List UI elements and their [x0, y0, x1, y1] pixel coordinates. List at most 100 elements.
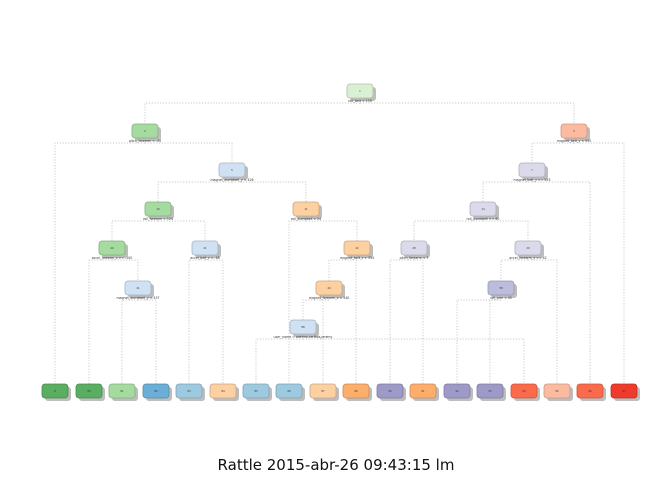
node-box — [576, 383, 604, 399]
node-box — [514, 240, 542, 256]
leaf-node-l9: 87 — [309, 383, 339, 401]
node-label: 41 — [136, 286, 140, 290]
split-node-n7: 11 roll_dumbbell < 24 — [291, 201, 322, 221]
split-rule-label: magnet_dumbbell_y < 437 — [116, 296, 159, 300]
node-box — [543, 383, 571, 399]
node-label: 86 — [287, 389, 291, 393]
node-box — [400, 240, 428, 256]
split-rule-label: user_name = adelmo,carlitos,jeremy — [274, 335, 333, 339]
tree-edge-n17-l7 — [255, 338, 303, 384]
split-rule-label: roll_dumbbell < 24 — [291, 217, 321, 221]
tree-edge-n7-n11 — [306, 220, 358, 241]
tree-edge-n15-l9 — [322, 299, 329, 384]
node-box — [191, 240, 219, 256]
node-box — [560, 123, 588, 139]
split-node-n1: 1 roll_belt < 130 — [346, 83, 376, 103]
leaf-node-l13: 92 — [443, 383, 473, 401]
node-box — [469, 201, 497, 217]
node-label: 3 — [573, 129, 575, 133]
split-rule-label: accel_forearm_x >= -100 — [92, 256, 133, 260]
node-box — [41, 383, 69, 399]
node-box — [610, 383, 638, 399]
tree-edge-n17-l15 — [303, 338, 525, 384]
split-node-n15: 44 magnet_forearm_z < 340 — [309, 280, 349, 300]
split-node-n14: 41 magnet_dumbbell_y < 437 — [116, 280, 160, 300]
node-label: 94 — [522, 389, 526, 393]
node-box — [98, 240, 126, 256]
node-label: 95 — [555, 389, 559, 393]
tree-edge-n7-l8 — [288, 220, 306, 384]
tree-edge-n10-l6 — [205, 259, 224, 384]
split-node-n9: 20 accel_forearm_x >= -100 — [92, 240, 133, 260]
split-node-n2: 2 pitch_forearm < -34 — [129, 123, 161, 143]
node-label: 85 — [254, 389, 258, 393]
split-node-n17: 88 user_name = adelmo,carlitos,jeremy — [274, 319, 333, 339]
split-rule-label: roll_forearm < 124 — [143, 217, 173, 221]
tree-edge-n3-n5 — [531, 142, 574, 163]
tree-edge-n16-l14 — [489, 299, 501, 384]
split-rule-label: magnet_belt_y < 555 — [557, 139, 591, 143]
node-label: 10 — [156, 207, 160, 211]
split-rule-label: accel_belt_z < -18 — [190, 256, 219, 260]
plot-caption: Rattle 2015-abr-26 09:43:15 lm — [217, 456, 455, 474]
node-label: 2 — [144, 129, 146, 133]
split-rule-label: roll_belt < 130 — [348, 99, 371, 103]
leaf-node-l11: 90 — [376, 383, 406, 401]
node-label: 1 — [359, 89, 361, 93]
tree-nodes: 1 roll_belt < 130 2 pitch_forearm < -34 3 mag… — [41, 83, 640, 401]
split-rule-label: magnet_belt_y >= 555 — [514, 178, 551, 182]
leaf-node-l12: 91 — [409, 383, 439, 401]
tree-edge-n4-n7 — [232, 181, 307, 202]
split-node-n11: 22 magnet_belt_z < 334 — [340, 240, 374, 260]
node-label: 22 — [355, 246, 359, 250]
node-label: 44 — [327, 286, 331, 290]
leaf-node-l4: 82 — [142, 383, 172, 401]
split-node-n4: 5 magnet_dumbbell_y < 426 — [210, 162, 254, 182]
node-box — [443, 383, 471, 399]
tree-edge-n9-l2 — [88, 259, 112, 384]
node-label: 21 — [203, 246, 207, 250]
split-rule-label: roll_arm < 45 — [490, 296, 512, 300]
node-label: 83 — [187, 389, 191, 393]
tree-edges — [54, 102, 625, 384]
tree-edge-n16-l13 — [456, 299, 501, 384]
tree-edge-n6-n10 — [158, 220, 206, 241]
node-box — [476, 383, 504, 399]
split-rule-label: pitch_forearm < -34 — [129, 139, 161, 143]
node-box — [242, 383, 270, 399]
node-label: 20 — [110, 246, 114, 250]
leaf-node-l18: 97 — [610, 383, 640, 401]
leaf-node-l16: 95 — [543, 383, 573, 401]
node-label: 5 — [231, 168, 233, 172]
leaf-node-l10: 89 — [342, 383, 372, 401]
tree-edge-n2-l1 — [54, 142, 145, 384]
node-label: 58 — [499, 286, 503, 290]
tree-edge-n4-n6 — [157, 181, 232, 202]
tree-edge-n2-n4 — [145, 142, 233, 163]
node-box — [124, 280, 152, 296]
node-box — [209, 383, 237, 399]
leaf-node-l8: 86 — [275, 383, 305, 401]
tree-edge-n5-l17 — [532, 181, 591, 384]
tree-edge-n15-n17 — [302, 299, 329, 320]
node-label: 84 — [221, 389, 225, 393]
split-node-n5: 7 magnet_belt_y >= 555 — [514, 162, 551, 182]
node-box — [108, 383, 136, 399]
node-label: 8 — [54, 389, 56, 393]
leaf-node-l3: 81 — [108, 383, 138, 401]
tree-edge-n5-n8 — [482, 181, 532, 202]
tree-edge-n9-n14 — [112, 259, 139, 281]
node-label: 29 — [526, 246, 530, 250]
tree-edge-n14-l3 — [121, 299, 138, 384]
split-node-n3: 3 magnet_belt_y < 555 — [557, 123, 591, 143]
node-label: 90 — [388, 389, 392, 393]
tree-edge-n10-l5 — [188, 259, 205, 384]
node-label: 96 — [588, 389, 592, 393]
split-rule-label: accel_forearm_x >= 42 — [509, 256, 546, 260]
tree-edge-n6-n9 — [111, 220, 158, 241]
node-box — [218, 162, 246, 178]
node-label: 88 — [301, 325, 305, 329]
node-label: 93 — [488, 389, 492, 393]
node-box — [510, 383, 538, 399]
node-box — [343, 240, 371, 256]
